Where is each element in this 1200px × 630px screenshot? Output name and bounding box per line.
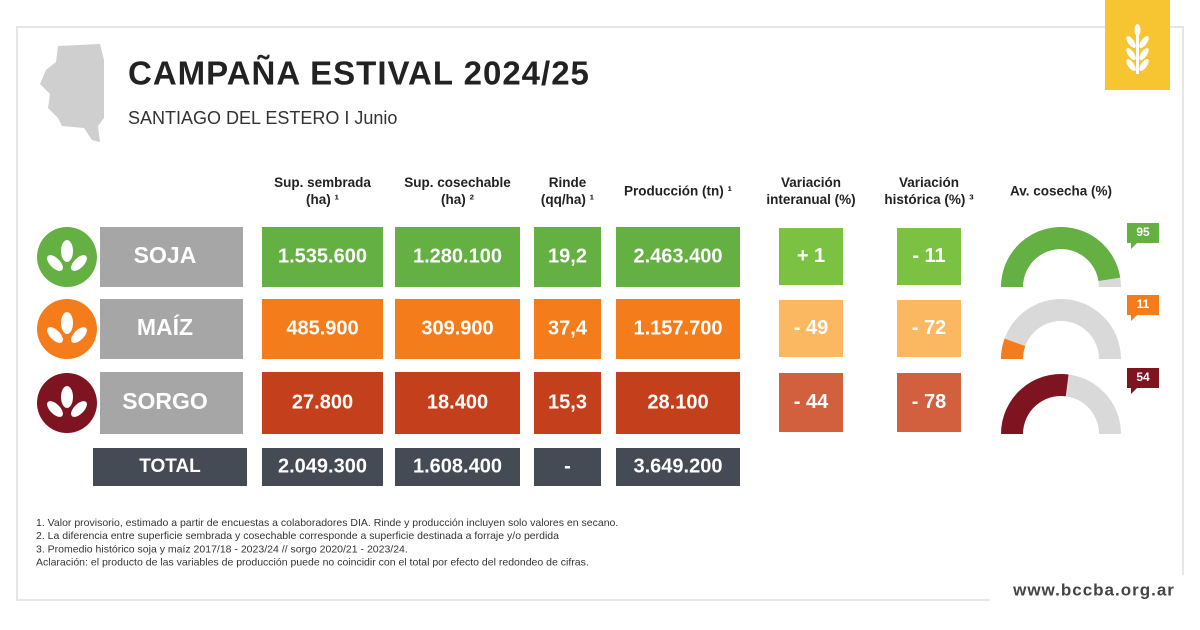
gauge-fill <box>1001 338 1026 359</box>
column-header: (ha) ² <box>441 192 474 207</box>
url-backdrop <box>990 575 1200 630</box>
cell-bg <box>779 300 843 357</box>
column-header: Variación <box>781 175 841 190</box>
gauge-track <box>1001 298 1121 359</box>
wheat-icon <box>1126 24 1149 74</box>
cell-value: 309.900 <box>421 317 493 339</box>
column-header: (ha) ¹ <box>306 192 339 207</box>
column-header: Producción (tn) ¹ <box>624 184 732 199</box>
cell-bg <box>395 227 520 287</box>
cell-value: 1.535.600 <box>278 245 367 267</box>
bubble-value: 11 <box>1137 297 1150 311</box>
bubble <box>1127 368 1159 394</box>
bubble <box>1127 223 1159 249</box>
leaf <box>47 255 63 271</box>
total-label-bg <box>93 448 247 486</box>
cell-bg <box>779 228 843 285</box>
total-cell-bg <box>534 448 601 486</box>
crop-label: SOJA <box>134 242 197 268</box>
cell-bg <box>779 373 843 432</box>
crop-label-bg <box>100 372 243 434</box>
cell-value: 15,3 <box>548 391 587 413</box>
province-map <box>40 44 104 142</box>
cell-value: 485.900 <box>286 317 358 339</box>
total-cell-value: 2.049.300 <box>278 455 367 477</box>
crop-label-bg <box>100 227 243 287</box>
cell-bg <box>262 227 383 287</box>
cell-value: - 44 <box>794 391 829 413</box>
leaf <box>61 386 73 408</box>
cell-bg <box>262 372 383 434</box>
total-cell-bg <box>262 448 383 486</box>
cell-value: + 1 <box>797 245 825 267</box>
cell-bg <box>534 227 601 287</box>
leaf <box>71 401 87 417</box>
cell-bg <box>616 227 740 287</box>
leaf <box>47 327 63 343</box>
crop-label-bg <box>100 299 243 359</box>
total-cell-bg <box>395 448 520 486</box>
cell-bg <box>534 299 601 359</box>
cell-bg <box>395 372 520 434</box>
column-header: histórica (%) ³ <box>884 192 974 207</box>
column-header: Variación <box>899 175 959 190</box>
cell-value: 1.280.100 <box>413 245 502 267</box>
cell-bg <box>616 299 740 359</box>
gauge-fill <box>1000 373 1069 434</box>
column-header: interanual (%) <box>766 192 855 207</box>
cell-value: - 78 <box>912 391 946 413</box>
bubble-value: 95 <box>1136 225 1150 239</box>
crop-icon-glyph <box>47 240 87 271</box>
footnote: 3. Promedio histórico soja y maíz 2017/1… <box>36 543 408 555</box>
total-cell-value: 1.608.400 <box>413 455 502 477</box>
cell-value: 28.100 <box>647 391 708 413</box>
cell-value: 19,2 <box>548 245 587 267</box>
leaf <box>71 255 87 271</box>
cell-value: - 49 <box>794 317 828 339</box>
cell-bg <box>262 299 383 359</box>
crop-label: MAÍZ <box>137 313 193 340</box>
crop-icon-glyph <box>47 386 87 417</box>
cell-bg <box>897 300 961 357</box>
cell-bg <box>395 299 520 359</box>
cell-bg <box>897 373 961 432</box>
cell-bg <box>534 372 601 434</box>
bubble <box>1127 295 1159 321</box>
column-header: Sup. cosechable <box>404 175 511 190</box>
url: www.bccba.org.ar <box>1012 580 1175 599</box>
leaf <box>71 327 87 343</box>
cell-value: 2.463.400 <box>634 245 723 267</box>
footnote: Aclaración: el producto de las variables… <box>36 557 589 569</box>
cell-value: 37,4 <box>548 317 588 339</box>
column-header: (qq/ha) ¹ <box>541 192 595 207</box>
subtitle: SANTIAGO DEL ESTERO I Junio <box>128 108 397 128</box>
total-label: TOTAL <box>139 456 201 477</box>
cell-value: 27.800 <box>292 391 353 413</box>
total-cell-value: 3.649.200 <box>634 455 723 477</box>
leaf <box>61 312 73 334</box>
leaf <box>61 240 73 262</box>
footnote: 2. La diferencia entre superficie sembra… <box>36 530 559 542</box>
cell-bg <box>616 372 740 434</box>
cell-value: - 11 <box>912 245 945 267</box>
total-cell-bg <box>616 448 740 486</box>
crop-label: SORGO <box>122 388 208 414</box>
bubble-value: 54 <box>1136 370 1150 384</box>
title: CAMPAÑA ESTIVAL 2024/25 <box>128 55 590 92</box>
column-header: Rinde <box>549 175 587 190</box>
total-cell-value: - <box>564 455 571 477</box>
cell-value: 18.400 <box>427 391 488 413</box>
crop-icon-glyph <box>47 312 87 343</box>
cell-value: - 72 <box>912 317 946 339</box>
gauge-fill <box>1001 227 1121 287</box>
cell-bg <box>897 228 961 285</box>
footnote: 1. Valor provisorio, estimado a partir d… <box>36 517 618 529</box>
column-header: Sup. sembrada <box>274 175 371 190</box>
leaf <box>47 401 63 417</box>
column-header: Av. cosecha (%) <box>1010 184 1112 199</box>
cell-value: 1.157.700 <box>634 317 723 339</box>
